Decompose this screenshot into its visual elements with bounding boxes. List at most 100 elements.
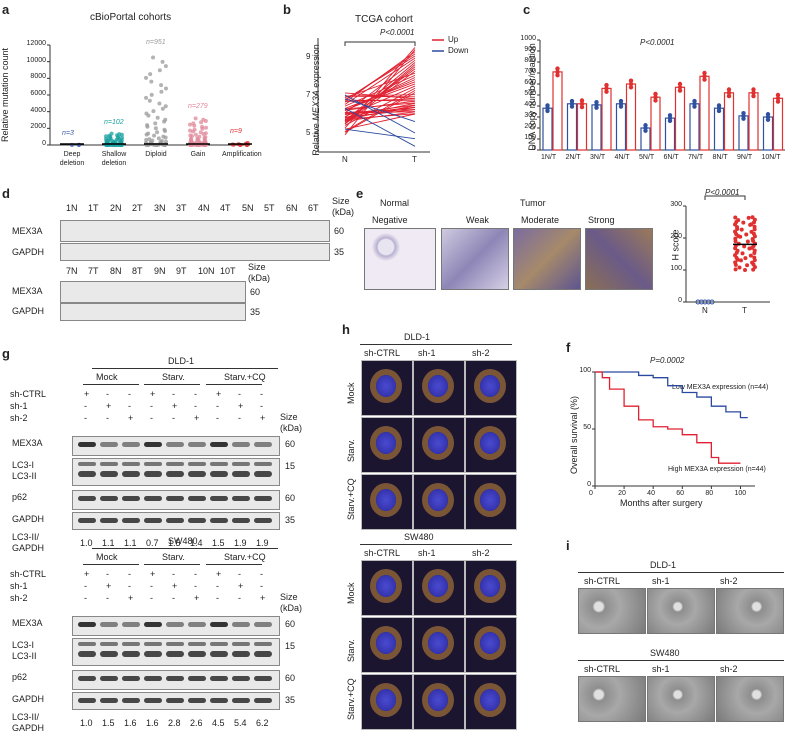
d-lane-label-2: 7N <box>66 266 78 276</box>
g-kda-dld: (kDa) <box>280 423 302 433</box>
h-cell-image-dld <box>361 417 413 473</box>
d-lane-label-2: 10N <box>198 266 215 276</box>
i-rule-sw <box>578 660 784 661</box>
f-ytick-label: 50 <box>583 424 591 431</box>
g-band-sw <box>254 622 272 627</box>
g-row-label-dld: sh-CTRL <box>10 389 47 399</box>
c-point-t <box>579 104 585 110</box>
g-band-dld <box>100 471 118 477</box>
a-point <box>104 134 109 139</box>
d-lane-label: 4T <box>220 203 231 213</box>
panel-b-pvalue: P<0.0001 <box>380 28 415 37</box>
b-up-line <box>344 64 416 125</box>
g-sign-sw: + <box>128 593 134 603</box>
g-ratio-label-2-sw: GAPDH <box>12 723 45 733</box>
g-sign-dld: - <box>238 389 241 399</box>
i-em-image-dld <box>716 588 784 634</box>
g-mw-dld: 35 <box>285 515 296 525</box>
g-sign-sw: + <box>84 569 90 579</box>
g-band-sw <box>122 698 140 703</box>
h-col-label-dld: sh-CTRL <box>364 348 401 358</box>
g-ratio-value-dld: 1.1 <box>102 538 115 548</box>
c-ytick-label: 900 <box>524 46 536 53</box>
a-point <box>163 86 168 91</box>
panel-h-label: h <box>342 322 350 337</box>
c-point-t <box>751 93 756 99</box>
d-mex3a-label-1: MEX3A <box>12 226 43 236</box>
g-band-dld <box>210 442 228 447</box>
e-xtick-label: N <box>702 306 708 315</box>
c-point-t <box>677 85 683 90</box>
panel-i-label: i <box>566 538 570 553</box>
g-mw-sw: 60 <box>285 673 296 683</box>
c-point-t <box>579 98 585 103</box>
panel-b-legend-down: Down <box>448 46 469 55</box>
panel-e-chart <box>683 195 770 305</box>
g-condition-rule-dld <box>144 384 200 385</box>
a-point <box>144 137 149 142</box>
d-lane-label: 1N <box>66 203 78 213</box>
h-cell-image-sw <box>413 560 465 616</box>
c-point-t <box>775 96 781 101</box>
panel-b-chart <box>315 38 444 153</box>
c-point-n <box>765 112 771 117</box>
h-row-label-sw: Starv. <box>346 639 356 662</box>
b-down-line <box>344 94 416 134</box>
h-nucleus-sw <box>428 575 448 597</box>
b-ytick-label: 7 <box>306 90 311 99</box>
c-point-n <box>618 98 624 104</box>
g-blot-label-dld: p62 <box>12 492 28 502</box>
d-lane-label-2: 8T <box>132 266 143 276</box>
d-lane-label-2: 10T <box>220 266 236 276</box>
e-weak: Weak <box>466 215 489 225</box>
i-em-image-dld <box>578 588 646 634</box>
c-point-t <box>653 91 658 97</box>
d-mex3a-label-2: MEX3A <box>12 286 43 296</box>
g-band-sw <box>254 698 272 703</box>
a-n-label: n=102 <box>104 119 124 126</box>
g-band-dld <box>254 471 272 477</box>
g-band-dld <box>210 518 228 523</box>
h-rule-sw <box>360 544 512 545</box>
h-nucleus-sw <box>376 632 396 654</box>
g-band-sw <box>100 698 118 703</box>
g-sign-sw: - <box>106 569 109 579</box>
i-em-image-sw <box>716 676 784 722</box>
e-point-t <box>752 248 757 253</box>
g-band-sw <box>166 622 184 627</box>
h-cell-image-dld <box>413 417 465 473</box>
a-point <box>203 131 208 136</box>
a-point <box>157 101 162 106</box>
a-point <box>153 126 158 131</box>
a-point <box>160 106 165 111</box>
c-point-t <box>604 82 609 88</box>
a-point <box>188 122 193 127</box>
c-point-t <box>702 77 707 82</box>
c-xtick-label: 2N/T <box>565 154 581 161</box>
g-band-sw <box>188 622 206 627</box>
a-ytick-label: 12000 <box>26 40 46 47</box>
g-ratio-value-dld: 1.9 <box>256 538 269 548</box>
h-cell-title-dld: DLD-1 <box>404 332 431 342</box>
d-lane-label-2: 9N <box>154 266 166 276</box>
g-ratio-value-dld: 1.1 <box>124 538 137 548</box>
d-mw35-2: 35 <box>250 307 261 317</box>
panel-e-label: e <box>356 186 364 201</box>
c-point-n <box>667 113 673 118</box>
g-band-dld <box>100 442 118 447</box>
g-sign-sw: - <box>260 569 263 579</box>
h-nucleus-dld <box>376 489 396 511</box>
e-point-t <box>734 220 739 224</box>
h-cell-image-dld <box>361 474 413 530</box>
a-n-label: n=3 <box>62 130 74 137</box>
c-point-t <box>751 87 756 92</box>
d-lane-label: 2N <box>110 203 122 213</box>
g-band-lc3i-dld <box>78 462 96 466</box>
a-point <box>163 64 168 69</box>
c-ytick-label: 300 <box>524 112 536 119</box>
g-band-dld <box>232 518 250 523</box>
i-em-image-dld <box>647 588 715 634</box>
f-ytick-label: 100 <box>579 367 591 374</box>
g-sign-sw: + <box>150 569 156 579</box>
g-band-dld <box>122 496 140 501</box>
